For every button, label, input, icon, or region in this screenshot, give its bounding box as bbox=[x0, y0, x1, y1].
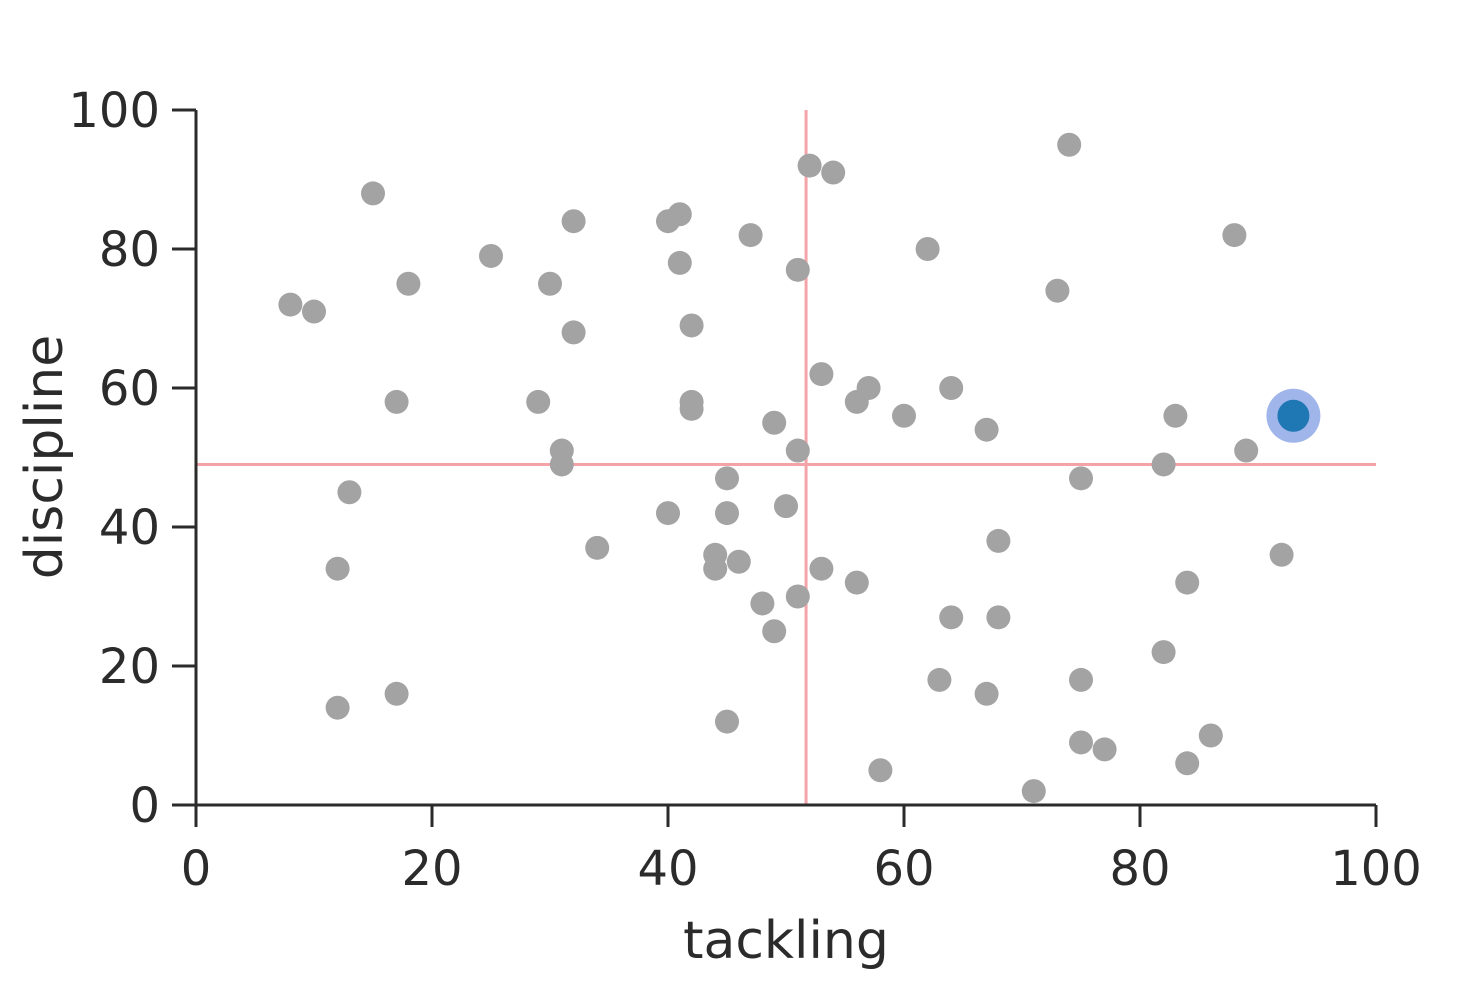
data-point bbox=[1057, 132, 1082, 157]
data-point bbox=[939, 605, 964, 630]
y-tick-label: 0 bbox=[129, 778, 160, 834]
data-point bbox=[1045, 278, 1070, 303]
data-point bbox=[726, 549, 751, 574]
data-point bbox=[844, 389, 869, 414]
data-point bbox=[656, 209, 680, 234]
data-point bbox=[762, 619, 787, 644]
data-point bbox=[679, 313, 704, 338]
data-point bbox=[844, 570, 869, 595]
data-point bbox=[549, 452, 574, 477]
data-point bbox=[892, 403, 916, 428]
data-point bbox=[561, 320, 586, 345]
data-point bbox=[974, 417, 999, 442]
x-tick-label: 100 bbox=[1330, 841, 1422, 897]
data-point bbox=[797, 153, 822, 178]
data-point bbox=[667, 250, 692, 275]
x-tick-label: 80 bbox=[1109, 841, 1170, 897]
data-point bbox=[821, 160, 846, 185]
data-point bbox=[302, 299, 326, 324]
y-tick-label: 20 bbox=[99, 639, 160, 695]
data-point bbox=[986, 528, 1011, 553]
data-point bbox=[939, 376, 964, 400]
data-point bbox=[1021, 779, 1046, 804]
data-point bbox=[750, 591, 775, 616]
data-point bbox=[561, 209, 586, 234]
x-tick-label: 20 bbox=[401, 841, 462, 897]
y-axis-title: discipline bbox=[15, 335, 75, 579]
data-point bbox=[1069, 730, 1093, 755]
data-point bbox=[1069, 667, 1093, 692]
axes: 0 20 40 60 80 100 0 20 40 60 80 100 bbox=[68, 83, 1421, 897]
data-point bbox=[384, 389, 409, 414]
data-point bbox=[927, 667, 952, 692]
data-point bbox=[809, 556, 834, 581]
data-point bbox=[526, 389, 551, 414]
data-point bbox=[915, 237, 940, 261]
x-tick-label: 0 bbox=[181, 841, 212, 897]
highlighted-point bbox=[1277, 399, 1310, 432]
y-tick-label: 80 bbox=[99, 222, 160, 278]
reference-lines bbox=[196, 110, 1376, 805]
data-point bbox=[785, 257, 810, 282]
data-point bbox=[585, 535, 610, 560]
y-tick-label: 60 bbox=[99, 361, 160, 417]
data-point bbox=[1198, 723, 1223, 748]
data-point bbox=[1151, 452, 1176, 477]
data-point bbox=[1163, 403, 1188, 428]
data-point bbox=[703, 556, 728, 581]
data-point bbox=[278, 292, 303, 317]
data-point bbox=[479, 243, 503, 268]
data-point bbox=[1151, 640, 1176, 665]
data-point bbox=[868, 758, 893, 783]
data-point bbox=[715, 709, 739, 734]
data-point bbox=[986, 605, 1011, 630]
data-point bbox=[809, 362, 834, 387]
data-point bbox=[361, 181, 385, 206]
data-point bbox=[337, 480, 362, 505]
data-point bbox=[396, 271, 421, 296]
data-point bbox=[738, 223, 763, 248]
data-point bbox=[679, 396, 704, 421]
data-points bbox=[278, 132, 1321, 804]
data-point bbox=[1175, 751, 1200, 776]
y-tick-label: 100 bbox=[68, 83, 160, 139]
x-axis-title: tackling bbox=[683, 911, 889, 971]
data-point bbox=[1234, 438, 1259, 463]
data-point bbox=[1092, 737, 1117, 762]
data-point bbox=[656, 501, 680, 526]
data-point bbox=[785, 438, 810, 463]
data-point bbox=[384, 681, 409, 706]
data-point bbox=[1222, 223, 1247, 248]
data-point bbox=[538, 271, 562, 296]
data-point bbox=[974, 681, 999, 706]
y-tick-label: 40 bbox=[99, 500, 160, 556]
data-point bbox=[1069, 466, 1093, 491]
data-point bbox=[762, 410, 787, 435]
data-point bbox=[325, 695, 350, 720]
data-point bbox=[1175, 570, 1200, 595]
data-point bbox=[325, 556, 350, 581]
data-point bbox=[715, 501, 739, 526]
data-point bbox=[774, 494, 798, 519]
data-point bbox=[715, 466, 739, 491]
x-tick-label: 60 bbox=[873, 841, 934, 897]
data-point bbox=[1269, 542, 1294, 567]
data-point bbox=[785, 584, 810, 609]
x-tick-label: 40 bbox=[637, 841, 698, 897]
